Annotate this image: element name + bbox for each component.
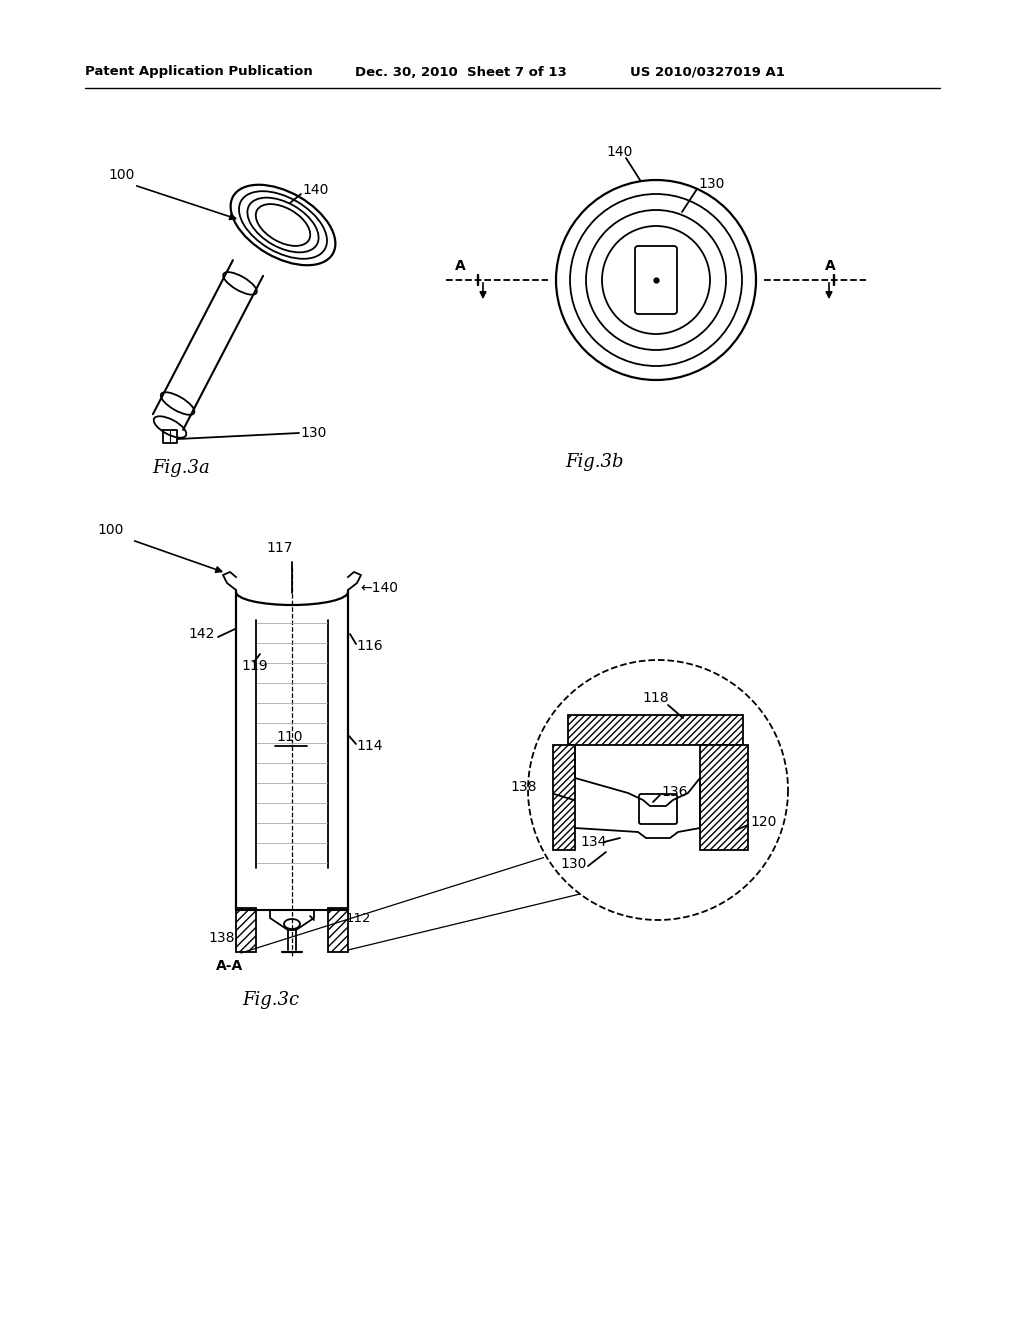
- Text: 118: 118: [643, 690, 670, 705]
- Text: 117: 117: [266, 541, 293, 554]
- Text: 130: 130: [698, 177, 724, 191]
- Text: 136: 136: [662, 785, 687, 799]
- Text: 140: 140: [302, 183, 329, 197]
- Text: 130: 130: [300, 426, 327, 440]
- Text: Fig.3b: Fig.3b: [565, 453, 624, 471]
- Text: Dec. 30, 2010  Sheet 7 of 13: Dec. 30, 2010 Sheet 7 of 13: [355, 66, 566, 78]
- Text: 110: 110: [276, 730, 303, 744]
- Text: 100: 100: [97, 523, 123, 537]
- Bar: [553, 744, 575, 850]
- Bar: [236, 908, 256, 952]
- Text: 138: 138: [510, 780, 537, 795]
- Text: 142: 142: [188, 627, 214, 642]
- Text: 112: 112: [346, 912, 372, 924]
- Text: US 2010/0327019 A1: US 2010/0327019 A1: [630, 66, 784, 78]
- Text: 114: 114: [356, 739, 383, 752]
- Text: Fig.3a: Fig.3a: [152, 459, 210, 477]
- Text: A-A: A-A: [216, 960, 244, 973]
- Bar: [568, 715, 743, 744]
- Bar: [700, 744, 748, 850]
- Text: 119: 119: [241, 659, 267, 673]
- Text: Fig.3c: Fig.3c: [242, 991, 299, 1008]
- Text: 116: 116: [356, 639, 383, 653]
- Text: 140: 140: [606, 145, 633, 158]
- Text: A: A: [824, 259, 836, 273]
- Text: Patent Application Publication: Patent Application Publication: [85, 66, 312, 78]
- Text: 100: 100: [108, 168, 134, 182]
- Text: ←140: ←140: [360, 581, 398, 595]
- Text: 138: 138: [208, 931, 234, 945]
- Text: 130: 130: [560, 857, 587, 871]
- Text: A: A: [455, 259, 465, 273]
- Text: 120: 120: [750, 814, 776, 829]
- Text: 134: 134: [580, 836, 606, 849]
- Bar: [328, 908, 348, 952]
